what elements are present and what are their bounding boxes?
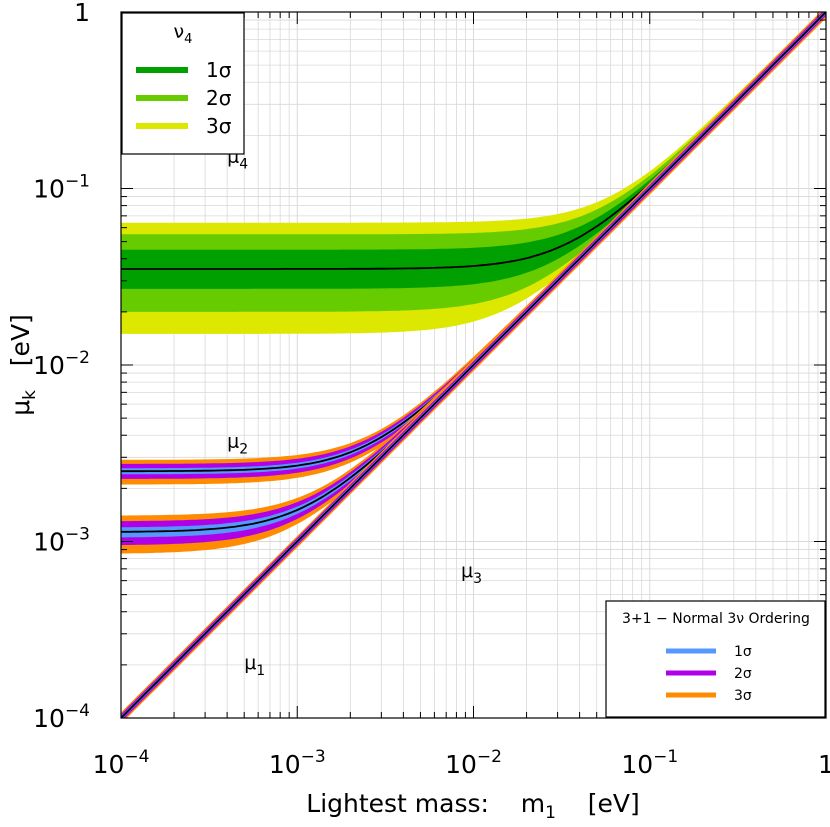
series-layer bbox=[121, 12, 826, 718]
y-tick-label: 10−1 bbox=[33, 172, 90, 204]
curve-label-mu3: μ3 bbox=[461, 560, 482, 587]
y-axis-label: μk [eV] bbox=[6, 314, 40, 416]
series-1 bbox=[121, 12, 826, 718]
curve-label-mu2: μ2 bbox=[227, 431, 248, 458]
legend-title: ν4 bbox=[174, 21, 193, 47]
x-tick-label: 1 bbox=[818, 750, 830, 779]
x-tick-label: 10−1 bbox=[621, 747, 678, 779]
legend-ordering: 3+1 − Normal 3ν Ordering 1σ 2σ 3σ bbox=[605, 600, 826, 718]
legend-box bbox=[121, 12, 245, 155]
x-tick-label: 10−4 bbox=[93, 747, 150, 779]
legend-box bbox=[605, 600, 826, 718]
y-tick-label: 10−3 bbox=[33, 525, 90, 557]
legend-label: 1σ bbox=[734, 644, 752, 660]
central-line bbox=[121, 12, 826, 718]
legend-label: 1σ bbox=[206, 58, 232, 82]
y-tick-label: 10−4 bbox=[33, 701, 90, 733]
y-tick-label: 10−2 bbox=[33, 348, 90, 380]
legend-label: 2σ bbox=[734, 666, 752, 682]
band-2sigma bbox=[121, 12, 826, 312]
axis-ticks: 10−4 10−3 10−2 10−1 1 10−4 10−3 10−2 10−1 1 bbox=[33, 0, 830, 779]
legend-label: 3σ bbox=[206, 114, 232, 138]
legend-label: 3σ bbox=[734, 688, 752, 704]
y-tick-label: 1 bbox=[74, 0, 90, 27]
x-tick-label: 10−2 bbox=[445, 747, 502, 779]
x-tick-label: 10−3 bbox=[269, 747, 326, 779]
curve-label-mu1: μ1 bbox=[244, 652, 265, 679]
legend-nu4: ν4 1σ 2σ 3σ bbox=[121, 12, 245, 155]
x-axis-label: Lightest mass: m1 [eV] bbox=[306, 789, 639, 823]
legend-label: 2σ bbox=[206, 86, 232, 110]
legend-title: 3+1 − Normal 3ν Ordering bbox=[622, 611, 810, 627]
